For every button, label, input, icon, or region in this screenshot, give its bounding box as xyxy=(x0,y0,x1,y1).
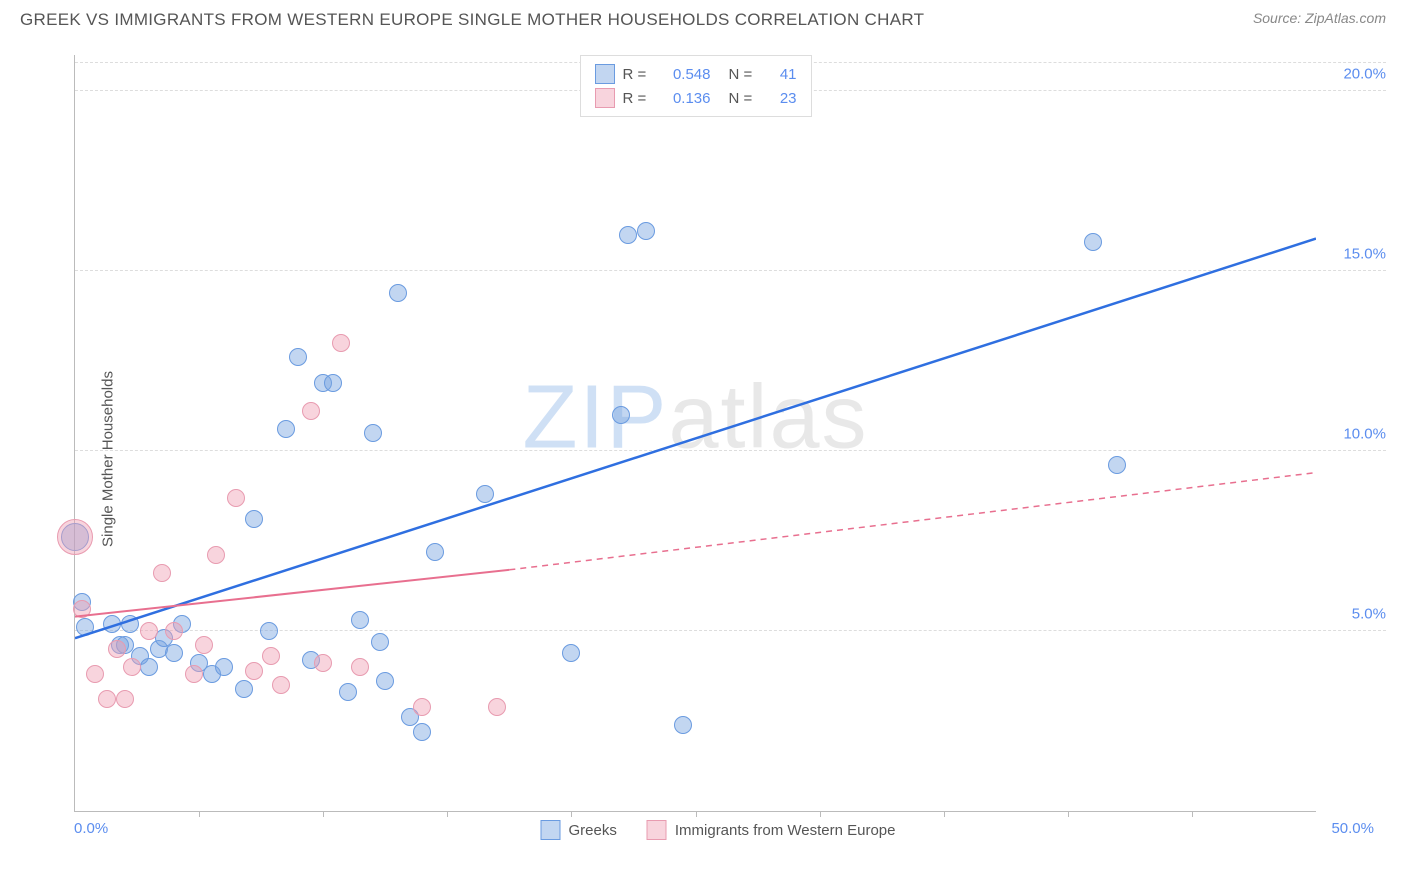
data-point xyxy=(277,420,295,438)
data-point xyxy=(637,222,655,240)
data-point xyxy=(413,698,431,716)
watermark: ZIPatlas xyxy=(522,366,868,469)
r-value: 0.136 xyxy=(661,90,711,107)
n-value: 41 xyxy=(767,66,797,83)
y-tick-label: 20.0% xyxy=(1326,66,1386,83)
data-point xyxy=(376,672,394,690)
data-point xyxy=(426,543,444,561)
data-point xyxy=(103,615,121,633)
data-point xyxy=(413,723,431,741)
chart-container: Single Mother Households ZIPatlas R =0.5… xyxy=(50,55,1386,862)
x-axis-end-label: 50.0% xyxy=(1331,820,1374,837)
data-point xyxy=(562,644,580,662)
data-point xyxy=(121,615,139,633)
legend-row: R = 0.548 N = 41 xyxy=(595,62,797,86)
legend-swatch xyxy=(541,820,561,840)
x-tick-mark xyxy=(820,811,821,817)
legend-swatch xyxy=(595,88,615,108)
data-point xyxy=(98,690,116,708)
data-point xyxy=(140,658,158,676)
r-label: R = xyxy=(623,66,653,83)
x-tick-mark xyxy=(571,811,572,817)
data-point xyxy=(165,644,183,662)
data-point xyxy=(332,334,350,352)
data-point xyxy=(314,654,332,672)
x-tick-mark xyxy=(199,811,200,817)
data-point xyxy=(73,600,91,618)
x-tick-mark xyxy=(1068,811,1069,817)
data-point xyxy=(351,658,369,676)
data-point xyxy=(619,226,637,244)
legend-item: Immigrants from Western Europe xyxy=(647,820,896,840)
data-point xyxy=(371,633,389,651)
data-point xyxy=(227,489,245,507)
y-tick-label: 10.0% xyxy=(1326,426,1386,443)
x-tick-mark xyxy=(323,811,324,817)
n-label: N = xyxy=(729,66,759,83)
n-label: N = xyxy=(729,90,759,107)
r-label: R = xyxy=(623,90,653,107)
trendlines-svg xyxy=(75,55,1316,811)
data-point xyxy=(289,348,307,366)
data-point xyxy=(116,690,134,708)
n-value: 23 xyxy=(767,90,797,107)
data-point xyxy=(324,374,342,392)
data-point xyxy=(674,716,692,734)
data-point xyxy=(140,622,158,640)
plot-area: ZIPatlas R =0.548N =41R =0.136N =23 5.0%… xyxy=(74,55,1316,812)
data-point xyxy=(302,402,320,420)
data-point xyxy=(476,485,494,503)
legend-label: Immigrants from Western Europe xyxy=(675,822,896,839)
data-point xyxy=(207,546,225,564)
data-point xyxy=(262,647,280,665)
data-point xyxy=(260,622,278,640)
r-value: 0.548 xyxy=(661,66,711,83)
correlation-legend: R = 0.548 N = 41 R = 0.136 N = 23 xyxy=(580,55,812,117)
legend-label: Greeks xyxy=(569,822,617,839)
data-point xyxy=(86,665,104,683)
chart-title: GREEK VS IMMIGRANTS FROM WESTERN EUROPE … xyxy=(20,10,924,30)
legend-row: R = 0.136 N = 23 xyxy=(595,86,797,110)
series-legend: Greeks Immigrants from Western Europe xyxy=(541,820,896,840)
data-point xyxy=(57,519,93,555)
data-point xyxy=(389,284,407,302)
data-point xyxy=(1084,233,1102,251)
legend-item: Greeks xyxy=(541,820,617,840)
y-tick-label: 5.0% xyxy=(1326,606,1386,623)
data-point xyxy=(351,611,369,629)
legend-swatch xyxy=(595,64,615,84)
x-tick-mark xyxy=(944,811,945,817)
data-point xyxy=(245,662,263,680)
x-tick-mark xyxy=(1192,811,1193,817)
data-point xyxy=(488,698,506,716)
data-point xyxy=(108,640,126,658)
gridline xyxy=(75,450,1386,451)
data-point xyxy=(272,676,290,694)
data-point xyxy=(215,658,233,676)
data-point xyxy=(123,658,141,676)
source-attribution: Source: ZipAtlas.com xyxy=(1253,10,1386,26)
data-point xyxy=(165,622,183,640)
data-point xyxy=(245,510,263,528)
data-point xyxy=(339,683,357,701)
data-point xyxy=(235,680,253,698)
data-point xyxy=(153,564,171,582)
data-point xyxy=(185,665,203,683)
gridline xyxy=(75,270,1386,271)
x-axis-start-label: 0.0% xyxy=(74,820,108,837)
data-point xyxy=(195,636,213,654)
x-tick-mark xyxy=(696,811,697,817)
legend-swatch xyxy=(647,820,667,840)
data-point xyxy=(76,618,94,636)
data-point xyxy=(364,424,382,442)
data-point xyxy=(1108,456,1126,474)
data-point xyxy=(612,406,630,424)
x-tick-mark xyxy=(447,811,448,817)
y-tick-label: 15.0% xyxy=(1326,246,1386,263)
